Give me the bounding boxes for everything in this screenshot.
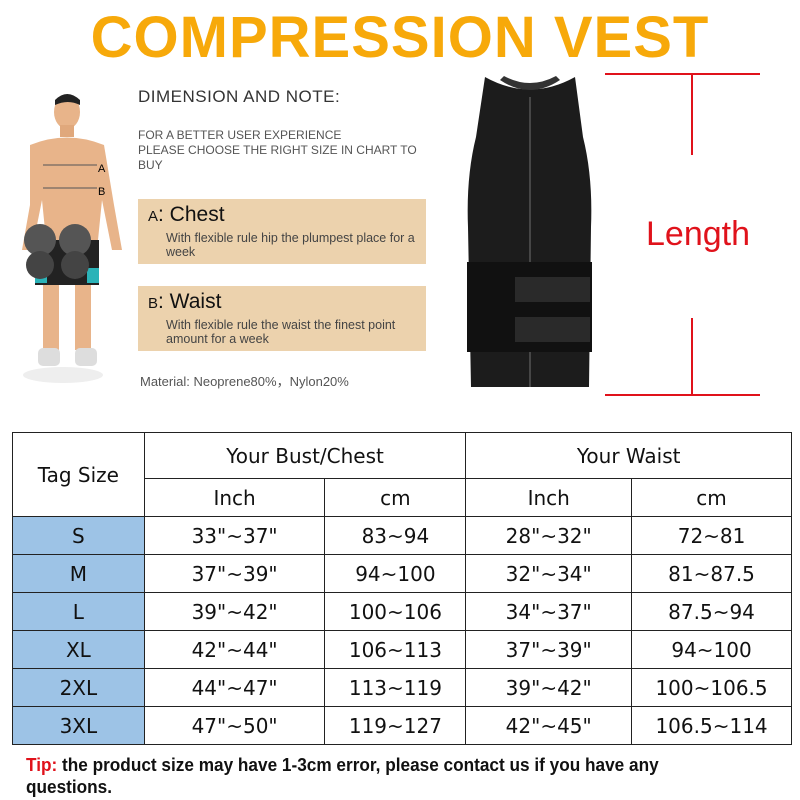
note-line: PLEASE CHOOSE THE RIGHT SIZE IN CHART TO — [138, 143, 417, 157]
unit-header: cm — [631, 478, 792, 517]
size-note: FOR A BETTER USER EXPERIENCE PLEASE CHOO… — [138, 128, 428, 173]
measurement-cell: 42"~44" — [143, 630, 326, 669]
size-chart-table: Tag Size Your Bust/Chest Your Waist Inch… — [12, 432, 792, 745]
measurement-cell: 83~94 — [324, 516, 467, 555]
measurement-cell: 87.5~94 — [631, 592, 792, 631]
measurement-cell: 72~81 — [631, 516, 792, 555]
measurement-cell: 37"~39" — [143, 554, 326, 593]
chest-label: : Chest — [158, 203, 225, 226]
length-label: Length — [646, 215, 750, 253]
tip-label: Tip: — [26, 754, 58, 775]
model-figure: A B — [22, 94, 122, 383]
vest-image — [467, 76, 592, 387]
length-bottom-line — [605, 394, 760, 396]
waist-label: : Waist — [158, 290, 222, 313]
label-b: B — [98, 186, 105, 198]
waist-header: Your Waist — [465, 432, 792, 479]
table-row: S 33"~37" 83~94 28"~32" 72~81 — [12, 516, 792, 555]
waist-note-box: B: Waist With flexible rule the waist th… — [138, 286, 426, 351]
measurement-cell: 113~119 — [324, 668, 467, 707]
waist-letter: B — [148, 295, 159, 312]
chest-letter: A — [148, 208, 159, 225]
table-row: L 39"~42" 100~106 34"~37" 87.5~94 — [12, 592, 792, 631]
table-row: 2XL 44"~47" 113~119 39"~42" 100~106.5 — [12, 668, 792, 707]
measurement-cell: 100~106 — [324, 592, 467, 631]
table-row: 3XL 47"~50" 119~127 42"~45" 106.5~114 — [12, 706, 792, 745]
length-arrow-bottom — [691, 318, 693, 396]
material-text: Material: Neoprene80%，Nylon20% — [140, 374, 349, 389]
table-row: XL 42"~44" 106~113 37"~39" 94~100 — [12, 630, 792, 669]
measurement-cell: 100~106.5 — [631, 668, 792, 707]
measurement-cell: 32"~34" — [465, 554, 633, 593]
measurement-cell: 39"~42" — [465, 668, 633, 707]
measurement-cell: 34"~37" — [465, 592, 633, 631]
measurement-cell: 39"~42" — [143, 592, 326, 631]
size-cell: L — [12, 592, 145, 631]
size-cell: 2XL — [12, 668, 145, 707]
measurement-cell: 28"~32" — [465, 516, 633, 555]
dimension-heading: DIMENSION AND NOTE: — [138, 87, 341, 106]
page-title: COMPRESSION VEST — [90, 5, 710, 70]
measurement-cell: 106~113 — [324, 630, 467, 669]
size-cell: S — [12, 516, 145, 555]
measurement-cell: 81~87.5 — [631, 554, 792, 593]
length-top-line — [605, 73, 760, 75]
unit-header: Inch — [143, 478, 326, 517]
size-cell: M — [12, 554, 145, 593]
tag-size-header: Tag Size — [12, 432, 145, 517]
measurement-cell: 106.5~114 — [631, 706, 792, 745]
measurement-cell: 119~127 — [324, 706, 467, 745]
measurement-cell: 33"~37" — [143, 516, 326, 555]
measurement-cell: 94~100 — [324, 554, 467, 593]
table-row: M 37"~39" 94~100 32"~34" 81~87.5 — [12, 554, 792, 593]
measurement-cell: 94~100 — [631, 630, 792, 669]
unit-header: Inch — [465, 478, 633, 517]
measurement-cell: 47"~50" — [143, 706, 326, 745]
size-cell: 3XL — [12, 706, 145, 745]
note-line: BUY — [138, 158, 163, 172]
unit-header: cm — [324, 478, 467, 517]
tip-text: Tip: the product size may have 1-3cm err… — [26, 754, 746, 798]
label-a: A — [98, 163, 106, 175]
measurement-cell: 42"~45" — [465, 706, 633, 745]
waist-desc: With flexible rule the waist the finest … — [166, 318, 396, 346]
chest-note-box: A: Chest With flexible rule hip the plum… — [138, 199, 426, 264]
tip-body: the product size may have 1-3cm error, p… — [26, 754, 659, 797]
size-cell: XL — [12, 630, 145, 669]
note-line: FOR A BETTER USER EXPERIENCE — [138, 128, 342, 142]
length-arrow-top — [691, 73, 693, 155]
bust-header: Your Bust/Chest — [143, 432, 467, 479]
chest-desc: With flexible rule hip the plumpest plac… — [166, 231, 415, 259]
measurement-cell: 37"~39" — [465, 630, 633, 669]
measurement-cell: 44"~47" — [143, 668, 326, 707]
